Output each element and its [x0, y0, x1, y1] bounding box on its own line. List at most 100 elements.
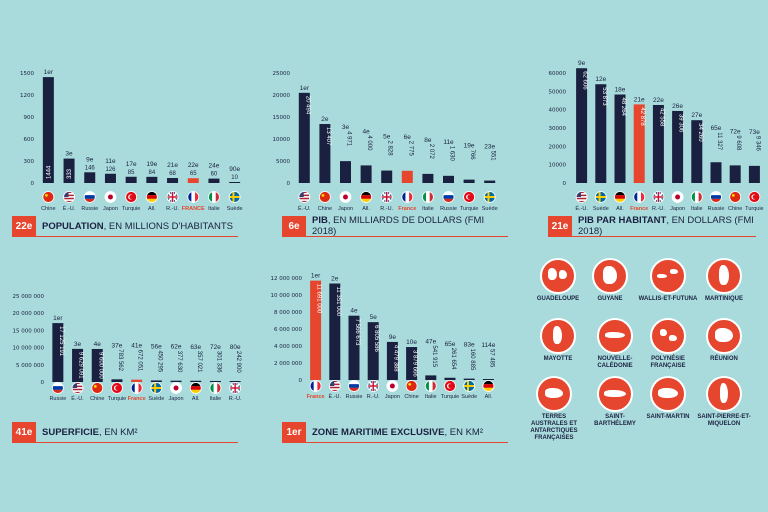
rank-label: 23e: [484, 144, 495, 151]
rank-label: 24e: [209, 163, 220, 170]
flag-icon-tr: [463, 191, 476, 203]
category-label: FRANCE: [182, 206, 205, 212]
y-tick-label: 300: [24, 159, 35, 165]
y-tick-label: 5 000 000: [16, 363, 44, 369]
value-label: 48 264: [620, 98, 626, 117]
value-label: 9 629 091: [78, 352, 84, 379]
flag-icon-de: [360, 191, 372, 203]
category-label: All.: [192, 396, 200, 402]
bar: [444, 377, 456, 380]
value-label: 541 915: [431, 345, 437, 367]
value-label: 3 879 666: [412, 350, 418, 377]
territory-wallis: WALLIS-ET-FUTUNA: [638, 258, 698, 303]
rank-badge: 1er: [282, 422, 306, 442]
y-tick-label: 0: [41, 380, 45, 386]
category-label: France: [398, 206, 416, 212]
caption-bold: ZONE MARITIME EXCLUSIVE: [312, 426, 445, 438]
category-label: France: [128, 396, 146, 402]
y-tick-label: 0: [563, 181, 567, 187]
y-tick-label: 50000: [549, 89, 567, 95]
y-tick-label: 20 000 000: [13, 311, 45, 317]
y-tick-label: 1500: [20, 71, 34, 77]
bar: [360, 165, 372, 183]
value-label: 11 327: [716, 132, 722, 151]
flag-icon-de: [482, 380, 495, 392]
category-label: Turquie: [441, 394, 459, 400]
y-tick-label: 15 000 000: [13, 328, 45, 334]
caption-text: SUPERFICIE, EN KM²: [42, 427, 138, 438]
bar: [131, 379, 143, 382]
territory-saint-barthelemy: SAINT-BARTHÉLEMY: [585, 376, 645, 428]
y-tick-label: 8 000 000: [274, 310, 302, 316]
category-label: France: [307, 394, 325, 400]
y-tick-label: 5000: [276, 159, 290, 165]
bar: [91, 348, 103, 382]
rank-label: 5e: [370, 314, 378, 321]
territory-guyane: GUYANE: [580, 258, 640, 303]
bar: [229, 182, 241, 183]
y-tick-label: 2 000 000: [274, 361, 302, 367]
bar: [104, 173, 116, 183]
value-label: 242 900: [235, 351, 241, 373]
bar: [52, 323, 64, 382]
flag-icon-it: [424, 380, 437, 392]
territory-name: SAINT-BARTHÉLEMY: [594, 414, 636, 427]
rank-label: 17e: [126, 161, 137, 168]
y-tick-label: 15000: [273, 115, 291, 121]
category-label: Russie: [708, 206, 725, 212]
bar: [406, 347, 418, 380]
y-tick-label: 0: [31, 181, 35, 187]
flag-icon-fr: [633, 191, 646, 203]
flag-icon-cn: [405, 380, 418, 392]
flag-icon-jp: [339, 191, 352, 203]
category-label: Suède: [593, 206, 609, 212]
territory-name: NOUVELLE-CALÉDONIE: [597, 356, 633, 369]
y-tick-label: 12 000 000: [271, 276, 303, 282]
category-label: Japon: [103, 206, 118, 212]
rank-label: 6e: [404, 134, 412, 141]
y-tick-label: 30000: [549, 126, 567, 132]
territory-nouvelle-caledonie: NOUVELLE-CALÉDONIE: [585, 318, 645, 370]
bar: [482, 379, 494, 380]
rank-label: 2e: [321, 116, 329, 123]
flag-icon-tr: [111, 382, 123, 394]
bar: [381, 170, 393, 183]
rank-label: 80e: [230, 344, 241, 351]
value-label: 4 479 388: [392, 345, 398, 372]
caption-text: PIB PAR HABITANT, EN DOLLARS (FMI 2018): [578, 215, 756, 237]
bar: [422, 173, 434, 183]
chart-pib-habitant: 0 10000 20000 30000 40000 50000 60000 9e 62 606 É…: [528, 55, 768, 215]
value-label: 4 000: [366, 135, 372, 151]
rank-label: 41e: [131, 343, 142, 350]
y-tick-label: 6 000 000: [274, 327, 302, 333]
territory-name: MAYOTTE: [543, 356, 573, 362]
value-label: 39 306: [678, 114, 684, 133]
category-label: Turquie: [122, 206, 140, 212]
y-tick-label: 10000: [549, 163, 567, 169]
flag-icon-jp: [671, 191, 684, 203]
flag-icon-jp: [170, 382, 182, 394]
bar: [190, 380, 202, 382]
category-label: Suède: [148, 396, 164, 402]
rank-label: 9e: [389, 334, 397, 341]
bar: [710, 162, 722, 183]
category-label: Italie: [691, 206, 703, 212]
y-tick-label: 900: [24, 115, 35, 121]
territory-name: GUADELOUPE: [536, 296, 580, 302]
flag-icon-gb: [367, 380, 380, 392]
wallis-map-icon: [650, 258, 686, 294]
category-label: Japon: [338, 206, 353, 212]
value-label: 160 885: [469, 349, 475, 371]
flag-icon-us: [71, 382, 84, 394]
rank-label: 90e: [229, 166, 240, 173]
bar: [111, 379, 123, 382]
chart-pib-svg: 0 5000 10000 15000 20000 25000 1er 20 494 É.-U. 2…: [273, 71, 498, 212]
territory-saint-martin: SAINT-MARTIN: [638, 376, 698, 421]
category-label: Japon: [385, 394, 400, 400]
rank-badge: 22e: [12, 216, 36, 236]
rank-label: 12e: [595, 76, 606, 83]
value-label: 10: [231, 175, 238, 181]
caption-bold: SUPERFICIE: [42, 426, 100, 438]
rank-label: 4e: [350, 308, 358, 315]
value-label: 2 072: [428, 144, 434, 160]
